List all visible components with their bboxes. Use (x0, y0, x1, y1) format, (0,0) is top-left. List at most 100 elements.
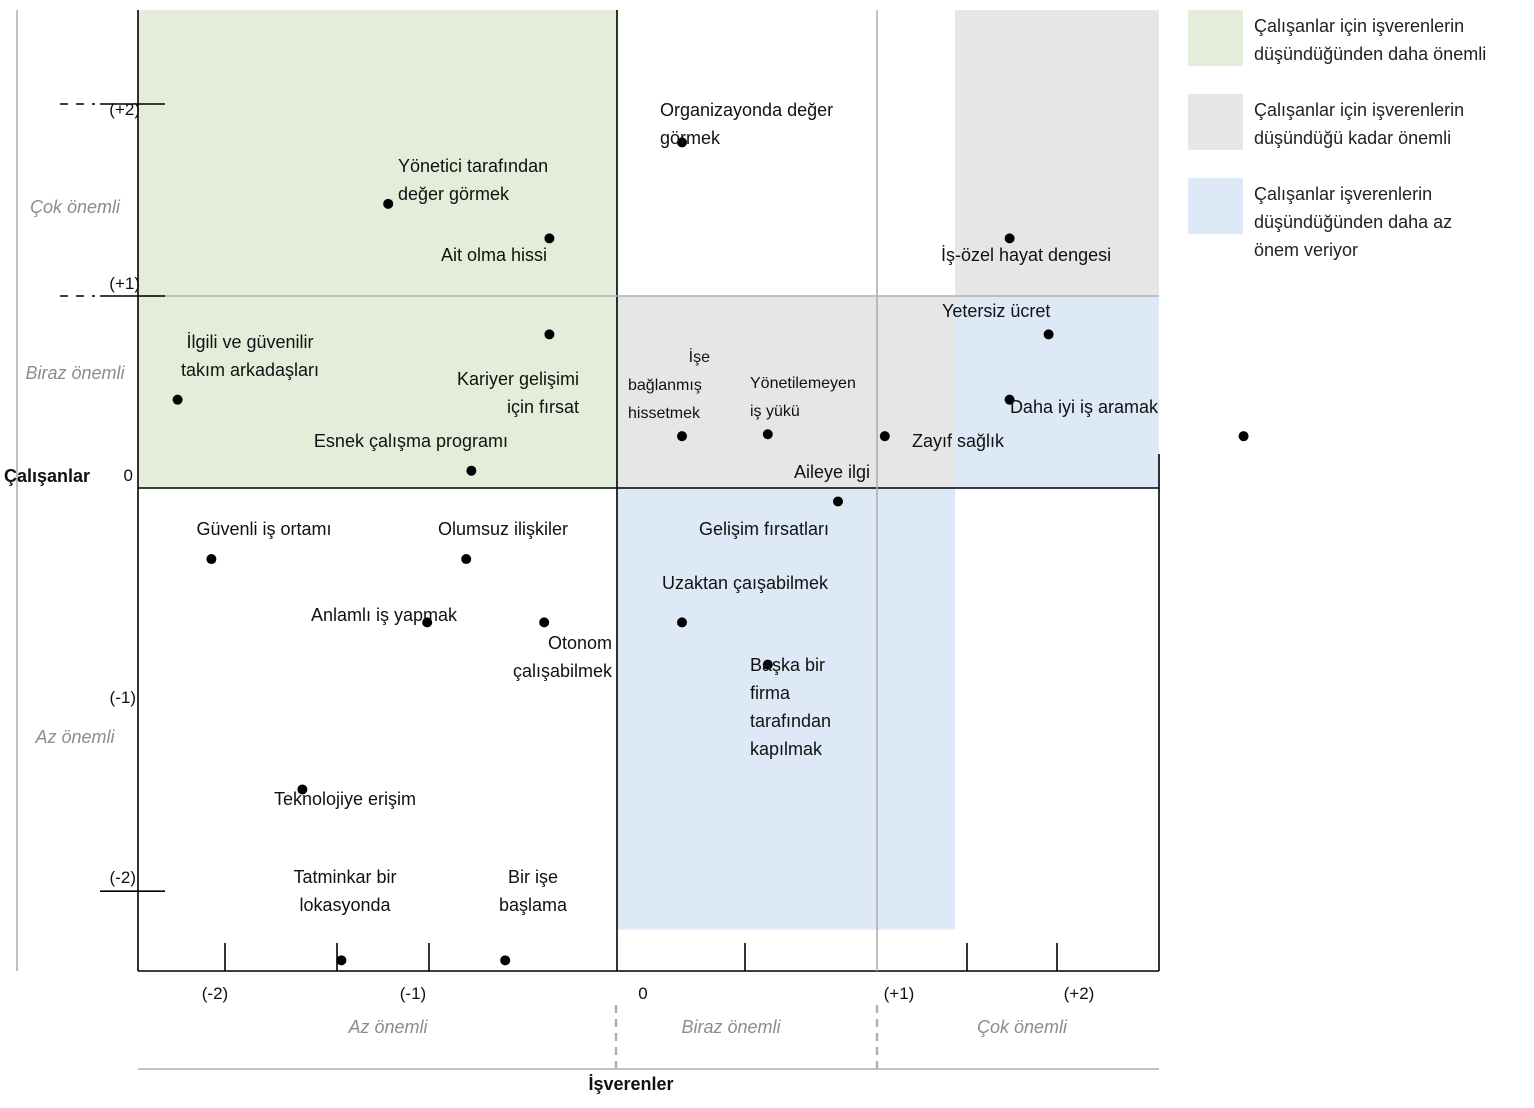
data-point-9: Aileye ilgi (794, 431, 890, 482)
legend-label-grey-1: düşündüğü kadar önemli (1254, 128, 1451, 148)
data-point-marker-15 (461, 554, 472, 565)
data-point-label-14-0: Güvenli iş ortamı (196, 519, 331, 539)
legend-label-green-1: düşündüğünden daha önemli (1254, 44, 1486, 64)
data-point-label-19-0: Başka bir (750, 655, 825, 675)
legend: Çalışanlar için işverenlerin düşündüğünde… (1188, 10, 1486, 260)
y-tick-label-4: (-2) (110, 868, 136, 887)
x-category-label-0: Az önemli (347, 1017, 428, 1037)
region-green-0 (138, 10, 617, 488)
data-point-label-2-0: Ait olma hissi (441, 245, 547, 265)
data-point-14: Güvenli iş ortamı (196, 519, 332, 565)
data-point-label-17-1: çalışabilmek (513, 661, 613, 681)
data-point-19: Başka bir firma tarafından kapılmak (750, 655, 831, 759)
data-point-label-5-0: İlgili ve güvenilir (186, 332, 313, 352)
region-blue-4 (955, 296, 1159, 488)
legend-label-blue-1: düşündüğünden daha az (1254, 212, 1452, 232)
legend-label-blue-2: önem veriyor (1254, 240, 1358, 260)
data-point-marker-5 (172, 394, 183, 405)
x-tick-label-4: (+2) (1064, 984, 1095, 1003)
data-point-18: Uzaktan çaışabilmek (662, 573, 829, 628)
data-point-0: Organizayonda değer görmek (660, 100, 833, 148)
data-point-marker-4 (1043, 329, 1054, 340)
data-point-label-7-2: hissetmek (628, 405, 701, 422)
data-point-label-21-0: Tatminkar bir (293, 867, 396, 887)
data-point-17: Otonom çalışabilmek (513, 617, 613, 681)
data-point-marker-16 (422, 617, 433, 628)
data-points: Organizayonda değer görmek Yönetici tarafı… (172, 100, 1249, 966)
data-point-marker-11 (1238, 431, 1249, 442)
x-axis-title: İşverenler (588, 1074, 673, 1094)
data-point-label-13-0: Gelişim fırsatları (699, 519, 829, 539)
data-point-1: Yönetici tarafından değer görmek (383, 156, 548, 209)
data-point-label-7-1: bağlanmış (628, 377, 702, 394)
data-point-8: Yönetilemeyen iş yükü (750, 375, 856, 440)
category-labels: Az önemli Biraz önemli Çok önemli Çok öneml… (25, 197, 1068, 1037)
data-point-marker-13 (833, 496, 843, 507)
y-category-label-2: Az önemli (34, 727, 115, 747)
tick-labels: (-2) (-1) 0 (+1) (+2) (+2) (+1) 0 (-1) (-2) (109, 100, 1094, 1003)
y-axis-title: Çalışanlar (4, 466, 90, 486)
data-point-label-17-0: Otonom (548, 633, 612, 653)
data-point-11: Daha iyi iş aramak (1010, 397, 1249, 442)
data-point-marker-1 (383, 198, 394, 209)
data-point-12: Esnek çalışma programı (314, 431, 508, 476)
data-point-3: İş-özel hayat dengesi (941, 233, 1111, 265)
data-point-marker-12 (466, 465, 477, 476)
data-point-label-7-0: İşe (689, 347, 710, 366)
data-point-label-21-1: lokasyonda (299, 895, 391, 915)
data-point-label-18-0: Uzaktan çaışabilmek (662, 573, 829, 593)
data-point-marker-19 (762, 659, 773, 670)
data-point-16: Anlamlı iş yapmak (311, 605, 458, 628)
data-point-marker-0 (677, 137, 687, 148)
y-category-label-0: Çok önemli (30, 197, 121, 217)
data-point-label-1-1: değer görmek (398, 184, 510, 204)
data-point-label-19-1: firma (750, 683, 791, 703)
data-point-10: Zayıf sağlık (912, 394, 1015, 451)
data-point-21: Tatminkar bir lokasyonda (293, 867, 397, 966)
data-point-22: Bir işe başlama (499, 867, 568, 966)
data-point-marker-22 (500, 955, 511, 966)
x-category-label-2: Çok önemli (977, 1017, 1068, 1037)
data-point-marker-21 (336, 955, 347, 966)
data-point-label-22-0: Bir işe (508, 867, 558, 887)
data-point-label-12-0: Esnek çalışma programı (314, 431, 508, 451)
data-point-marker-14 (206, 554, 217, 565)
y-tick-label-0: (+2) (109, 100, 140, 119)
data-point-6: Kariyer gelişimi için fırsat (457, 329, 579, 417)
legend-swatch-green (1188, 10, 1243, 66)
legend-swatch-grey (1188, 94, 1243, 150)
data-point-label-22-1: başlama (499, 895, 568, 915)
data-point-marker-6 (544, 329, 555, 340)
x-tick-label-3: (+1) (884, 984, 915, 1003)
data-point-label-3-0: İş-özel hayat dengesi (941, 245, 1111, 265)
data-point-label-6-1: için fırsat (507, 397, 579, 417)
data-point-7: İşe bağlanmış hissetmek (628, 347, 710, 442)
data-point-label-9-0: Aileye ilgi (794, 462, 870, 482)
x-tick-label-2: 0 (638, 984, 647, 1003)
data-point-2: Ait olma hissi (441, 233, 555, 265)
data-point-4: Yetersiz ücret (942, 301, 1054, 340)
legend-entry-blue: Çalışanlar işverenlerin düşündüğünden dah… (1188, 178, 1452, 260)
data-point-label-0-1: görmek (660, 128, 721, 148)
legend-label-grey-0: Çalışanlar için işverenlerin (1254, 100, 1464, 120)
data-point-label-19-3: kapılmak (750, 739, 823, 759)
legend-label-green-0: Çalışanlar için işverenlerin (1254, 16, 1464, 36)
grid-and-axes (16, 10, 1160, 1070)
region-grey-1 (617, 296, 955, 488)
y-category-label-1: Biraz önemli (25, 363, 125, 383)
data-point-marker-17 (539, 617, 550, 628)
data-point-label-1-0: Yönetici tarafından (398, 156, 548, 176)
data-point-13: Gelişim fırsatları (699, 496, 843, 539)
data-point-label-10-0: Zayıf sağlık (912, 431, 1005, 451)
y-tick-label-2: 0 (124, 466, 133, 485)
data-point-marker-18 (677, 617, 687, 628)
x-tick-label-0: (-2) (202, 984, 228, 1003)
legend-label-blue-0: Çalışanlar işverenlerin (1254, 184, 1432, 204)
legend-entry-green: Çalışanlar için işverenlerin düşündüğünde… (1188, 10, 1486, 66)
data-point-label-11-0: Daha iyi iş aramak (1010, 397, 1159, 417)
y-tick-label-3: (-1) (110, 688, 136, 707)
data-point-20: Teknolojiye erişim (274, 784, 416, 809)
data-point-15: Olumsuz ilişkiler (438, 519, 568, 565)
data-point-label-4-0: Yetersiz ücret (942, 301, 1050, 321)
